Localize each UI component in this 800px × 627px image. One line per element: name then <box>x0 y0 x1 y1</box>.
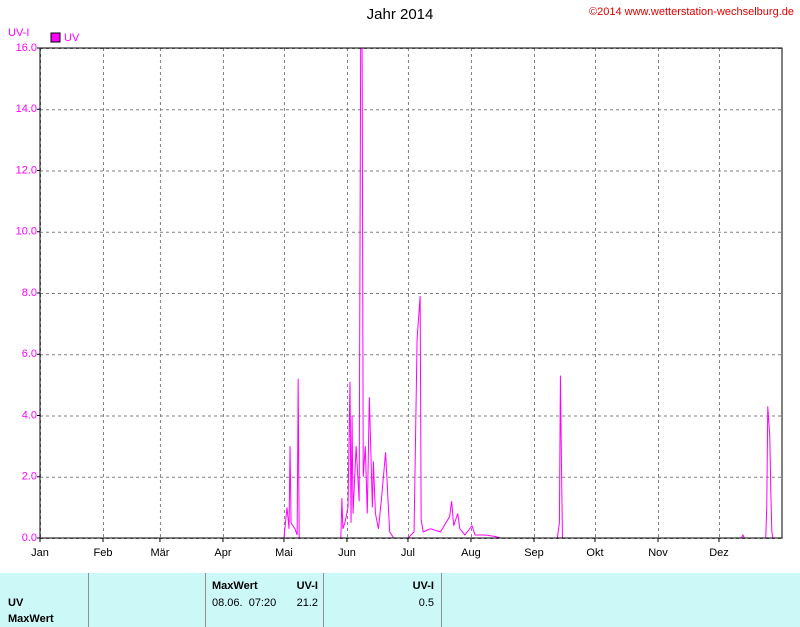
y-tick-label: 16.0 <box>16 42 37 54</box>
credit: ©2014 www.wetterstation-wechselburg.de <box>589 6 794 18</box>
other-value: 0.5 <box>419 597 434 609</box>
max-value: 21.2 <box>297 597 318 609</box>
x-tick-label: Mai <box>275 547 293 559</box>
row-label: MaxWert <box>8 613 54 625</box>
y-tick-label: 2.0 <box>22 471 37 483</box>
y-tick-label: 6.0 <box>22 348 37 360</box>
x-tick-label: Nov <box>648 547 668 559</box>
summary-table <box>0 573 800 627</box>
column-header: UV-I <box>413 580 434 592</box>
row-label: UV <box>8 597 24 609</box>
y-tick-label: 0.0 <box>22 532 37 544</box>
y-tick-label: 8.0 <box>22 287 37 299</box>
x-tick-label: Aug <box>461 547 481 559</box>
column-header: MaxWert <box>212 580 258 592</box>
x-tick-label: Okt <box>586 547 603 559</box>
x-tick-label: Dez <box>709 547 729 559</box>
legend-swatch <box>50 32 61 43</box>
max-time: 08.06. 07:20 <box>212 597 276 609</box>
x-tick-label: Jun <box>338 547 356 559</box>
legend-label: UV <box>64 32 80 44</box>
chart-title: Jahr 2014 <box>367 6 434 23</box>
y-tick-label: 4.0 <box>22 409 37 421</box>
y-tick-label: 14.0 <box>16 103 37 115</box>
x-tick-label: Sep <box>524 547 544 559</box>
y-tick-label: 10.0 <box>16 226 37 238</box>
x-tick-label: Jul <box>401 547 415 559</box>
data-line <box>40 48 782 538</box>
x-tick-label: Feb <box>94 547 113 559</box>
x-tick-label: Apr <box>214 547 231 559</box>
column-header: UV-I <box>297 580 318 592</box>
y-tick-label: 12.0 <box>16 164 37 176</box>
x-tick-label: Jan <box>31 547 49 559</box>
y-axis-label: UV-I <box>8 27 29 39</box>
x-tick-label: Mär <box>150 547 169 559</box>
